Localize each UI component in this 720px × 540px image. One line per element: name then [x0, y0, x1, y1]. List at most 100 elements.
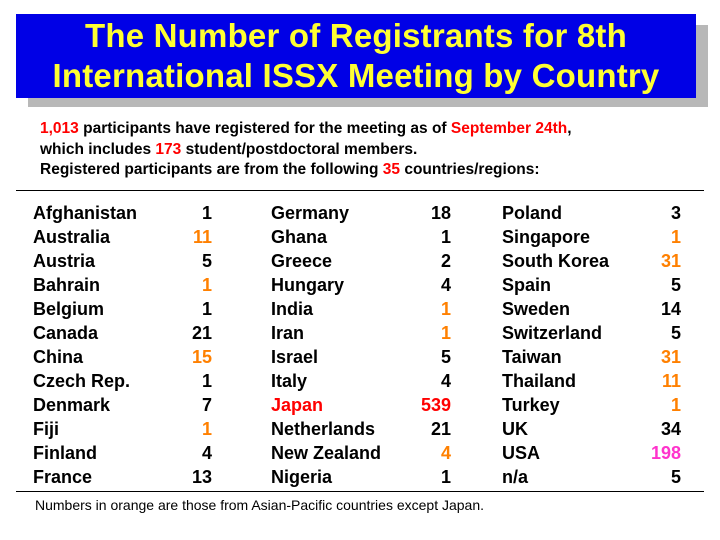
country-name: Spain — [502, 275, 552, 295]
country-name: Switzerland — [502, 323, 603, 343]
country-row: France 13 — [33, 465, 212, 489]
country-name: Nigeria — [271, 467, 333, 487]
country-name: Austria — [33, 251, 96, 271]
country-name: Iran — [271, 323, 305, 343]
country-name: Netherlands — [271, 419, 376, 439]
country-row: Switzerland 5 — [502, 321, 681, 345]
country-name: Italy — [271, 371, 308, 391]
country-row: Poland 3 — [502, 201, 681, 225]
country-row: Italy 4 — [271, 369, 451, 393]
country-name: Finland — [33, 443, 97, 463]
country-row: Spain 5 — [502, 273, 681, 297]
country-row: Denmark 7 — [33, 393, 212, 417]
registrant-count: 1 — [201, 275, 212, 295]
registrant-count: 11 — [192, 227, 212, 247]
registrant-count: 5 — [201, 251, 212, 271]
country-row: Israel 5 — [271, 345, 451, 369]
country-row: Iran 1 — [271, 321, 451, 345]
registrant-count: 539 — [420, 395, 451, 415]
intro-line-1: 1,013 participants have registered for t… — [40, 119, 700, 140]
registrant-count: 1 — [201, 371, 212, 391]
registrant-count: 1 — [670, 395, 681, 415]
country-name: Poland — [502, 203, 563, 223]
country-name: Denmark — [33, 395, 111, 415]
country-name: France — [33, 467, 93, 487]
title-banner: The Number of Registrants for 8th Intern… — [16, 14, 696, 98]
registrant-count: 1 — [670, 227, 681, 247]
country-name: Sweden — [502, 299, 571, 319]
country-name: South Korea — [502, 251, 610, 271]
country-name: Afghanistan — [33, 203, 138, 223]
country-row: Japan 539 — [271, 393, 451, 417]
country-name: Greece — [271, 251, 333, 271]
country-row: Australia 11 — [33, 225, 212, 249]
country-name: Ghana — [271, 227, 328, 247]
country-row: Nigeria 1 — [271, 465, 451, 489]
registrant-count: 198 — [650, 443, 681, 463]
country-count: 35 — [382, 161, 401, 178]
registrant-count: 4 — [440, 443, 451, 463]
registrant-count: 34 — [660, 419, 681, 439]
country-row: Thailand 11 — [502, 369, 681, 393]
intro-text: 1,013 participants have registered for t… — [40, 119, 700, 181]
registrant-count: 21 — [430, 419, 451, 439]
country-row: Afghanistan 1 — [33, 201, 212, 225]
country-row: Turkey 1 — [502, 393, 681, 417]
country-row: Singapore 1 — [502, 225, 681, 249]
registrant-count: 4 — [440, 275, 451, 295]
student-count: 173 — [155, 140, 182, 158]
country-row: Ghana 1 — [271, 225, 451, 249]
registrant-count: 15 — [191, 347, 212, 367]
registrant-count: 31 — [660, 347, 681, 367]
country-name: Bahrain — [33, 275, 101, 295]
top-divider — [16, 190, 704, 191]
country-row: Netherlands 21 — [271, 417, 451, 441]
intro-line-2-pre: which includes — [40, 140, 156, 158]
intro-line-3-pre: Registered participants are from the fol… — [40, 161, 383, 178]
footnote: Numbers in orange are those from Asian-P… — [35, 497, 485, 513]
country-row: India 1 — [271, 297, 451, 321]
country-name: Singapore — [502, 227, 591, 247]
country-row: UK 34 — [502, 417, 681, 441]
registrant-count: 11 — [661, 371, 681, 391]
country-name: Taiwan — [502, 347, 562, 367]
country-row: Belgium 1 — [33, 297, 212, 321]
title-line-1: The Number of Registrants for 8th — [85, 17, 627, 54]
country-row: Austria 5 — [33, 249, 212, 273]
country-row: New Zealand 4 — [271, 441, 451, 465]
country-name: Canada — [33, 323, 99, 343]
bottom-divider — [16, 491, 704, 492]
registrant-count: 5 — [440, 347, 451, 367]
registrant-count: 1 — [440, 299, 451, 319]
country-row: Hungary 4 — [271, 273, 451, 297]
country-name: Czech Rep. — [33, 371, 131, 391]
registrant-count: 1 — [201, 299, 212, 319]
registrant-count: 3 — [670, 203, 681, 223]
country-row: Fiji 1 — [33, 417, 212, 441]
country-name: Belgium — [33, 299, 105, 319]
intro-line-2-post: student/postdoctoral members. — [181, 140, 418, 158]
registrant-count: 5 — [670, 467, 681, 487]
country-name: Germany — [271, 203, 350, 223]
registrant-count: 7 — [201, 395, 212, 415]
country-name: Japan — [271, 395, 324, 415]
intro-line-1-end: , — [567, 120, 572, 137]
country-row: Finland 4 — [33, 441, 212, 465]
intro-line-3: Registered participants are from the fol… — [40, 160, 700, 181]
country-name: Thailand — [502, 371, 577, 391]
country-row: Bahrain 1 — [33, 273, 212, 297]
title-line-2: International ISSX Meeting by Country — [52, 57, 660, 94]
intro-line-3-post: countries/regions: — [400, 161, 540, 178]
country-name: Turkey — [502, 395, 560, 415]
country-row: Sweden 14 — [502, 297, 681, 321]
country-name: New Zealand — [271, 443, 382, 463]
registrant-count: 5 — [670, 275, 681, 295]
registrant-count: 1 — [201, 419, 212, 439]
country-name: Israel — [271, 347, 319, 367]
country-name: China — [33, 347, 84, 367]
country-name: Hungary — [271, 275, 345, 295]
country-row: South Korea 31 — [502, 249, 681, 273]
country-column-2: Germany 18 Ghana 1 Greece 2 Hungary 4 India 1 Iran… — [271, 201, 451, 489]
country-row: Greece 2 — [271, 249, 451, 273]
country-name: USA — [502, 443, 541, 463]
